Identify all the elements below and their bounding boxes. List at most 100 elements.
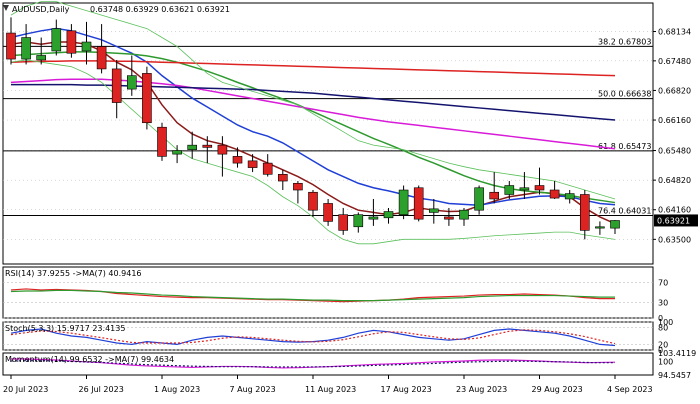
candle-body-bull	[383, 211, 394, 219]
candle-body-bear	[579, 194, 590, 231]
candle-body-bull	[51, 28, 62, 52]
price-tick-label: 0.64820	[658, 176, 691, 185]
expand-arrow-icon[interactable]	[3, 5, 9, 11]
momentum-tick-label: 100	[658, 357, 673, 366]
fib-level-label: 38.2 0.67803	[598, 37, 651, 46]
candle-body-bull	[595, 226, 605, 229]
symbol-timeframe: AUDUSD,Daily	[12, 5, 70, 14]
candle-body-bear	[6, 32, 16, 60]
candle-body-bull	[519, 187, 530, 191]
price-tick-label: 0.67480	[658, 57, 691, 66]
candle-body-bear	[111, 68, 122, 103]
candle-body-bull	[428, 208, 439, 213]
fibonacci-levels: 38.2 0.67803 50.0 0.66638 61.8 0.65473 76.4…	[3, 37, 653, 217]
candle-body-bear	[157, 126, 167, 157]
candle-body-bear	[202, 144, 213, 148]
candle-body-bear	[142, 73, 152, 124]
candle-body-bear	[277, 174, 288, 182]
candle-body-bear	[534, 185, 545, 191]
candle-body-bear	[293, 182, 303, 191]
time-tick-label: 11 Aug 2023	[305, 385, 356, 394]
candle-body-bear	[262, 162, 273, 175]
ohlc-readout: 0.63748 0.63929 0.63621 0.63921	[90, 5, 230, 14]
ma-line-ma_navy	[11, 83, 616, 121]
panel-frame-mom	[2, 352, 654, 376]
stoch-series-line	[10, 328, 616, 347]
candle-body-bear	[338, 214, 349, 231]
price-tick-label: 0.68134	[658, 28, 691, 37]
time-tick-label: 1 Aug 2023	[154, 385, 200, 394]
candle-body-bull	[459, 209, 469, 220]
price-tick-label: 0.66820	[658, 86, 691, 95]
stoch-tick-label: 20	[658, 340, 668, 349]
rsi-title: RSI(14) 37.9255 ->MA(7) 40.9416	[5, 269, 142, 278]
last-price-marker	[654, 214, 698, 227]
price-tick-label: 0.65480	[658, 147, 691, 156]
candle-body-bear	[549, 189, 560, 199]
time-tick-label: 26 Jul 2023	[79, 385, 124, 394]
time-axis: 20 Jul 2023 26 Jul 2023 1 Aug 2023 7 Aug 20…	[3, 375, 653, 394]
momentum-series-line	[10, 360, 615, 368]
candle-body-bear	[66, 30, 77, 54]
candle-body-bull	[504, 185, 515, 195]
candle-body-bull	[81, 41, 92, 52]
candle-body-bear	[247, 160, 258, 168]
fib-level-label: 50.0 0.66638	[598, 90, 651, 99]
candle-body-bear	[323, 203, 333, 222]
ma-line-ma_red	[10, 60, 616, 77]
candle-body-bull	[398, 189, 409, 215]
fib-level-label: 61.8 0.65473	[598, 142, 651, 151]
rsi-series-line	[10, 289, 615, 302]
rsi-tick-label: 30	[658, 299, 668, 308]
candle-body-bull	[474, 187, 484, 211]
ma-line-ma_blue	[10, 27, 616, 207]
ma-line-ma_fast	[10, 41, 616, 225]
time-tick-label: 29 Aug 2023	[532, 385, 583, 394]
candle-body-bear	[217, 144, 228, 155]
time-tick-label: 23 Aug 2023	[456, 385, 507, 394]
price-tick-label: 0.63500	[658, 235, 691, 244]
stoch-tick-label: 100	[658, 318, 673, 327]
rsi-tick-label: 70	[658, 278, 668, 287]
price-tick-label: 0.64160	[658, 206, 691, 215]
candle-body-bear	[308, 191, 318, 211]
candle-body-bull	[187, 144, 197, 150]
candle-body-bull	[21, 37, 31, 60]
stoch-tick-label: 0	[658, 346, 663, 355]
last-price-label: 0.63921	[657, 216, 690, 225]
ma-line-ma_magenta	[10, 78, 616, 150]
time-tick-label: 20 Jul 2023	[3, 385, 48, 394]
candle-body-bull	[172, 150, 182, 155]
candle-body-bear	[489, 191, 500, 200]
candle-body-bull	[368, 216, 379, 220]
momentum-title: Momentum(14) 99.6532 ->MA(7) 99.4634	[5, 355, 174, 364]
fib-level-label: 76.4 0.64031	[598, 207, 651, 216]
candle-body-bear	[413, 187, 424, 220]
candle-body-bear	[444, 216, 454, 220]
candle-body-bull	[127, 75, 137, 90]
candle-body-bear	[232, 156, 243, 164]
momentum-tick-label: 94.5457	[658, 371, 691, 380]
candle-body-bull	[610, 220, 620, 229]
ma-line-bollinger	[10, 1, 616, 200]
candle-body-bear	[96, 46, 107, 70]
time-tick-label: 17 Aug 2023	[381, 385, 432, 394]
rsi-tick-label: 0	[658, 314, 663, 323]
ma-line-ma_green	[10, 51, 616, 204]
candlesticks	[6, 17, 620, 240]
candle-body-bull	[353, 214, 364, 228]
header: AUDUSD,Daily 0.63748 0.63929 0.63621 0.6…	[3, 5, 230, 14]
moving-averages	[10, 1, 616, 245]
candle-body-bull	[564, 193, 575, 200]
price-tick-label: 0.66160	[658, 116, 691, 125]
panel-frame-main	[2, 2, 654, 265]
candle-body-bull	[36, 55, 47, 61]
stoch-series-line	[10, 329, 616, 345]
price-axis: 0.68134 0.67480 0.66820 0.66160 0.65480 0.648…	[653, 28, 698, 244]
stoch-tick-label: 80	[658, 324, 668, 333]
momentum-tick-label: 103.4119	[658, 349, 696, 358]
time-tick-label: 4 Sep 2023	[607, 385, 653, 394]
